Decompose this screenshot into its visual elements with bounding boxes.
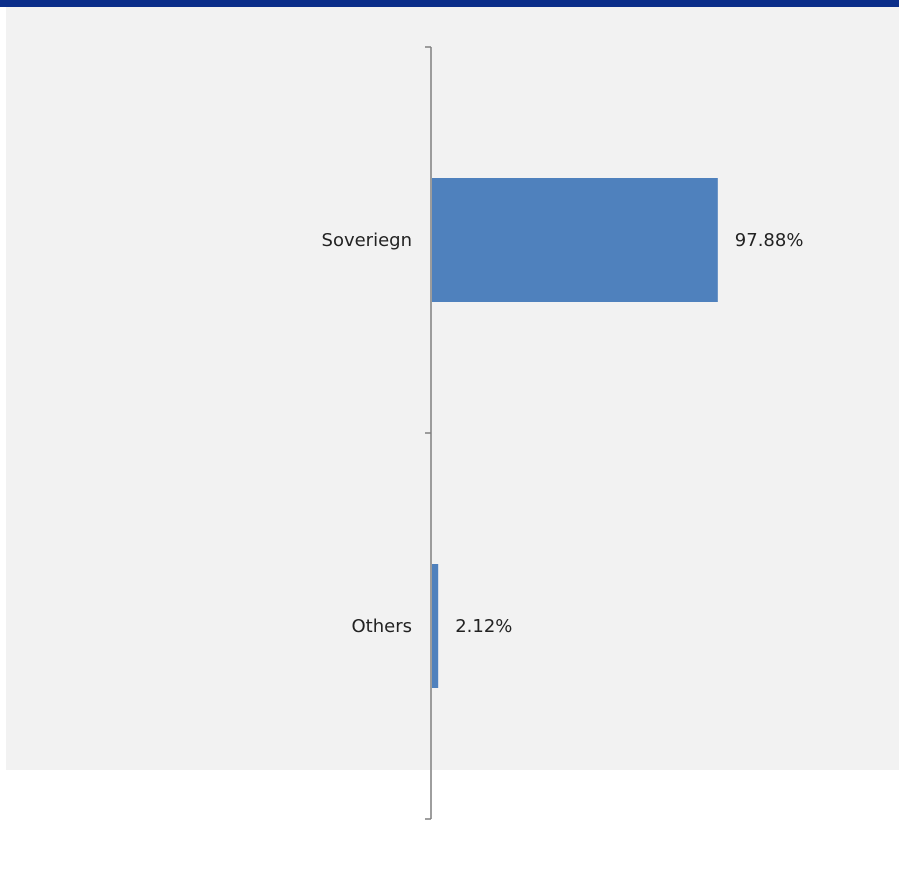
bar-soveriegn — [432, 178, 718, 302]
bar-others — [432, 564, 439, 688]
data-label: 97.88% — [735, 230, 804, 251]
category-label: Others — [352, 616, 413, 637]
bars — [432, 178, 718, 688]
category-axis — [425, 46, 432, 820]
labels: Soveriegn 97.88% Others 2.12% — [322, 230, 804, 637]
data-label: 2.12% — [455, 616, 512, 637]
header-band — [0, 0, 899, 7]
category-label: Soveriegn — [322, 230, 412, 251]
chart-panel — [6, 7, 899, 770]
